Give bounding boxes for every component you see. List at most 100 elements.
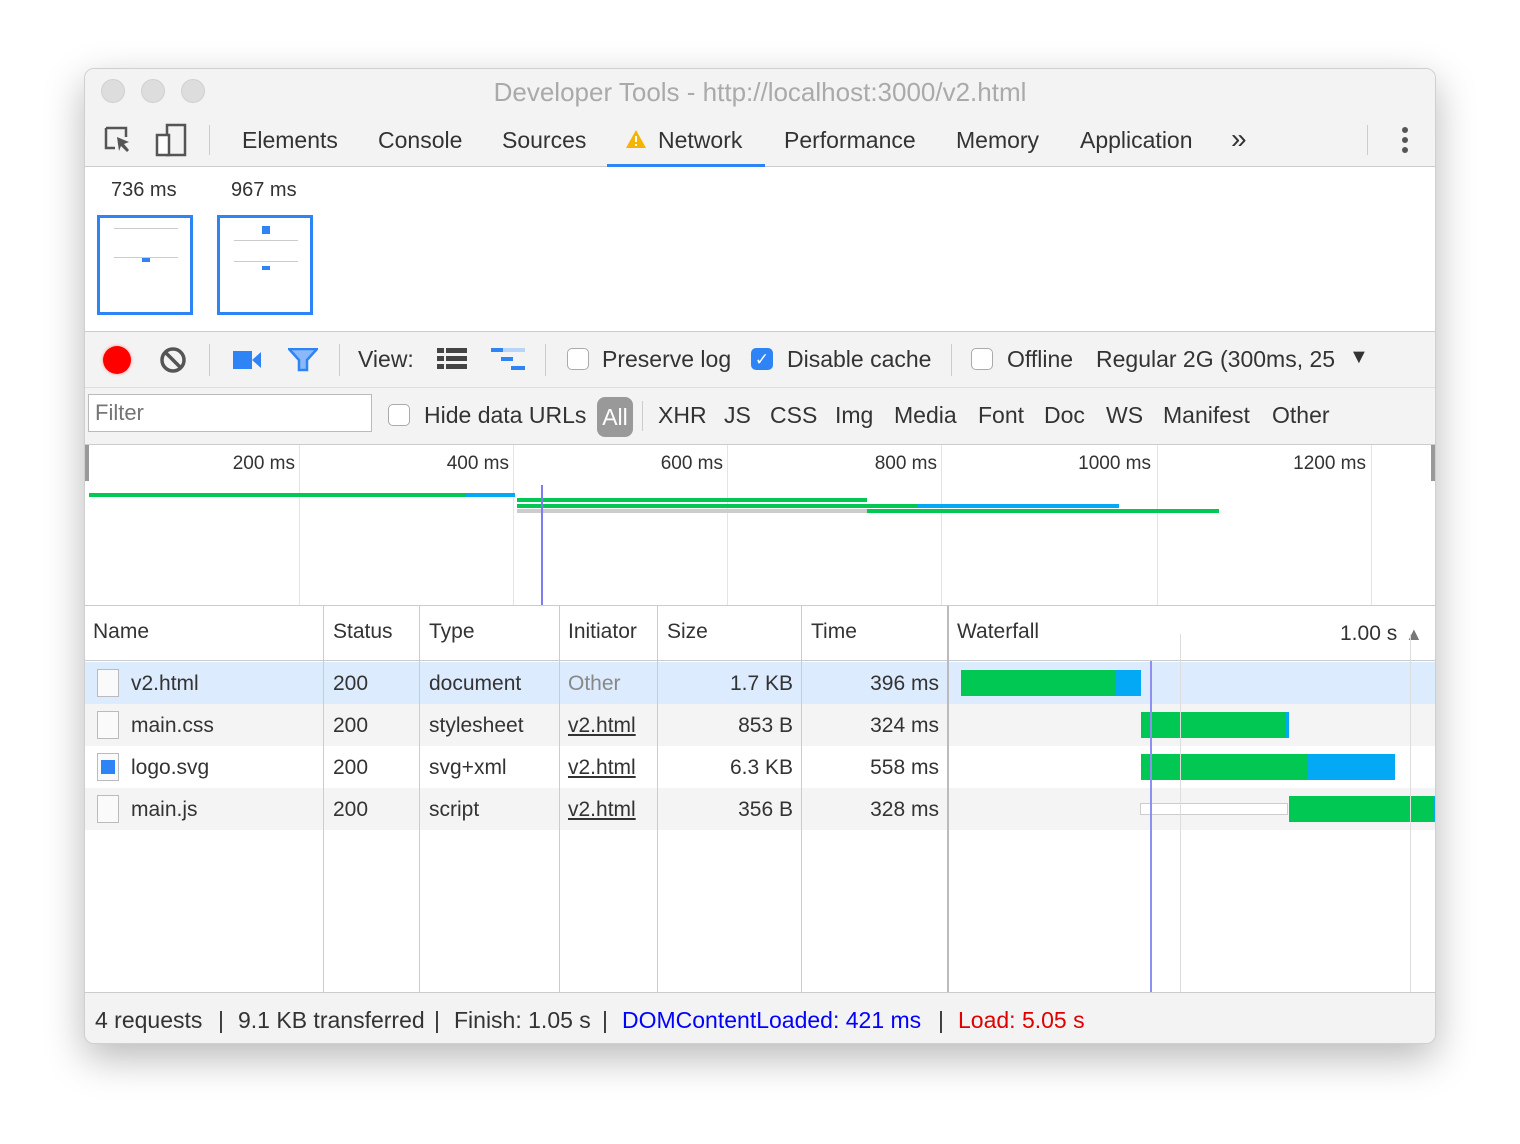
request-name[interactable]: main.css — [131, 714, 214, 737]
filter-type-other[interactable]: Other — [1272, 402, 1330, 428]
document-file-icon — [97, 795, 119, 823]
waterfall-grid-line — [1410, 634, 1411, 992]
filter-icon[interactable] — [288, 348, 318, 372]
clear-icon[interactable] — [159, 346, 187, 374]
tick-label: 200 ms — [232, 453, 295, 474]
filter-type-all[interactable]: All — [597, 397, 633, 437]
request-name[interactable]: v2.html — [131, 672, 199, 695]
waterfall-segment — [1289, 796, 1433, 822]
filter-bar: Hide data URLs All XHR JS CSS Img Media … — [85, 388, 1435, 445]
timeline-overview[interactable]: 200 ms 400 ms 600 ms 800 ms 1000 ms 1200… — [85, 445, 1435, 606]
column-initiator[interactable]: Initiator — [568, 620, 637, 643]
overview-bar-queued — [517, 509, 867, 513]
divider: | — [218, 1007, 224, 1033]
overview-left-handle[interactable] — [85, 445, 89, 481]
frame-thumbnail[interactable] — [97, 215, 193, 315]
request-name[interactable]: logo.svg — [131, 756, 210, 779]
request-status: 200 — [333, 756, 369, 779]
filter-type-css[interactable]: CSS — [770, 402, 818, 428]
filter-type-js[interactable]: JS — [724, 402, 751, 428]
column-status[interactable]: Status — [333, 620, 393, 643]
screenshot-camera-icon[interactable] — [233, 350, 263, 370]
filter-type-media[interactable]: Media — [894, 402, 957, 428]
tab-memory[interactable]: Memory — [956, 127, 1040, 153]
tick-label: 1000 ms — [1078, 453, 1151, 474]
tab-sources[interactable]: Sources — [502, 127, 587, 153]
disable-cache-checkbox[interactable]: ✓ — [751, 348, 773, 370]
divider — [642, 401, 643, 431]
request-initiator[interactable]: v2.html — [568, 798, 636, 821]
tick-label: 400 ms — [446, 453, 509, 474]
tab-console[interactable]: Console — [378, 127, 463, 153]
tab-elements[interactable]: Elements — [242, 127, 338, 153]
filter-type-ws[interactable]: WS — [1106, 402, 1144, 428]
request-initiator[interactable]: v2.html — [568, 756, 636, 779]
waterfall-segment — [1140, 803, 1288, 815]
divider: | — [602, 1007, 608, 1033]
grid-line — [299, 445, 300, 605]
tab-network-label: Network — [658, 127, 743, 153]
request-type: stylesheet — [429, 714, 524, 737]
more-options-icon[interactable] — [1399, 125, 1411, 157]
column-name[interactable]: Name — [93, 620, 150, 643]
offline-checkbox[interactable] — [971, 348, 993, 370]
request-initiator[interactable]: v2.html — [568, 714, 636, 737]
request-name[interactable]: main.js — [131, 798, 198, 821]
filter-type-xhr[interactable]: XHR — [658, 402, 707, 428]
title-bar: Developer Tools - http://localhost:3000/… — [85, 69, 1435, 115]
column-divider — [323, 606, 324, 993]
close-button[interactable] — [101, 79, 125, 103]
grid-line — [513, 445, 514, 605]
request-type: svg+xml — [429, 756, 507, 779]
grid-line — [1371, 445, 1372, 605]
minimize-button[interactable] — [141, 79, 165, 103]
large-rows-icon[interactable] — [437, 348, 467, 370]
frame-thumbnail[interactable] — [217, 215, 313, 315]
inspect-element-icon[interactable] — [103, 125, 135, 157]
disable-cache-label: Disable cache — [787, 346, 932, 372]
divider — [209, 344, 210, 376]
waterfall-segment — [1433, 796, 1435, 822]
tab-performance[interactable]: Performance — [784, 127, 916, 153]
tab-application[interactable]: Application — [1080, 127, 1193, 153]
overview-bar-download — [917, 504, 1119, 508]
preserve-log-checkbox[interactable] — [567, 348, 589, 370]
column-divider — [419, 606, 420, 993]
record-button[interactable] — [103, 346, 131, 374]
more-tabs-icon[interactable]: » — [1231, 123, 1247, 154]
table-row[interactable]: v2.html 200 document Other 1.7 KB 396 ms — [85, 662, 1435, 704]
filter-type-manifest[interactable]: Manifest — [1163, 402, 1250, 428]
filter-type-img[interactable]: Img — [835, 402, 874, 428]
column-type[interactable]: Type — [429, 620, 475, 643]
overview-waterfall-icon[interactable] — [491, 348, 527, 372]
divider — [209, 125, 210, 155]
column-time[interactable]: Time — [811, 620, 857, 643]
tab-network[interactable]: Network — [607, 115, 765, 167]
divider — [545, 344, 546, 376]
load-time: Load: 5.05 s — [958, 1007, 1085, 1033]
waterfall-segment — [1141, 712, 1286, 738]
filter-input[interactable] — [88, 394, 372, 432]
filter-type-font[interactable]: Font — [978, 402, 1025, 428]
throttling-select[interactable]: Regular 2G (300ms, 25 ▼ — [1093, 332, 1373, 388]
maximize-button[interactable] — [181, 79, 205, 103]
column-size[interactable]: Size — [667, 620, 708, 643]
device-toolbar-icon[interactable] — [155, 123, 189, 157]
request-size: 356 B — [738, 798, 793, 821]
devtools-window: Developer Tools - http://localhost:3000/… — [84, 68, 1436, 1044]
hide-data-urls-checkbox[interactable] — [388, 404, 410, 426]
view-label: View: — [358, 346, 414, 372]
divider — [951, 344, 952, 376]
column-waterfall[interactable]: Waterfall — [957, 620, 1040, 643]
sort-ascending-icon[interactable]: ▲ — [1405, 624, 1423, 644]
dcl-marker — [1150, 661, 1152, 992]
transferred-size: 9.1 KB transferred — [238, 1007, 425, 1033]
filter-type-doc[interactable]: Doc — [1044, 402, 1085, 428]
request-size: 6.3 KB — [729, 756, 793, 779]
request-time: 324 ms — [870, 714, 939, 737]
overview-right-handle[interactable] — [1431, 445, 1435, 481]
table-row[interactable]: main.js 200 script v2.html 356 B 328 ms — [85, 788, 1435, 830]
table-row[interactable]: logo.svg 200 svg+xml v2.html 6.3 KB 558 … — [85, 746, 1435, 788]
table-row[interactable]: main.css 200 stylesheet v2.html 853 B 32… — [85, 704, 1435, 746]
dropdown-arrow-icon: ▼ — [1349, 346, 1369, 368]
